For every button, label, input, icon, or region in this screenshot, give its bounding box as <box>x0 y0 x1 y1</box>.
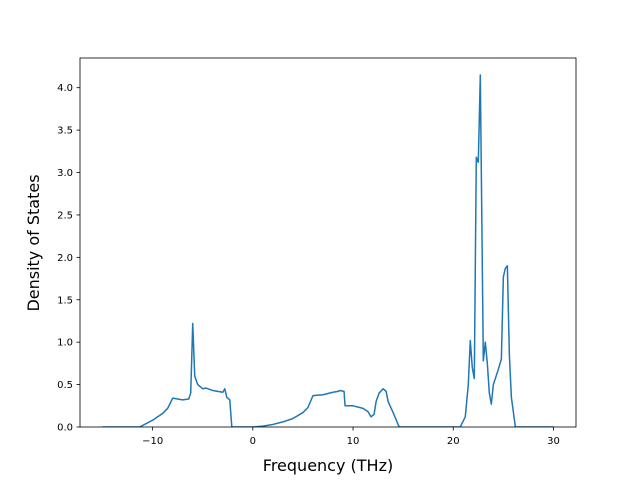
y-tick-label: 0.0 <box>57 423 73 434</box>
x-axis-label: Frequency (THz) <box>263 456 393 475</box>
y-tick-label: 1.5 <box>57 295 73 306</box>
x-tick-label: 10 <box>347 436 360 447</box>
line <box>102 74 554 427</box>
y-tick-label: 1.0 <box>57 338 73 349</box>
x-tick-label: 0 <box>250 436 256 447</box>
y-tick-label: 3.5 <box>57 126 73 137</box>
x-tick-label: 30 <box>547 436 560 447</box>
y-tick-label: 3.0 <box>57 168 73 179</box>
y-axis-label: Density of States <box>24 174 43 311</box>
y-tick-label: 4.0 <box>57 83 73 94</box>
x-tick-label: 20 <box>447 436 460 447</box>
x-tick-label: −10 <box>142 436 163 447</box>
y-tick-label: 2.0 <box>57 253 73 264</box>
y-tick-label: 0.5 <box>57 380 73 391</box>
y-tick-label: 2.5 <box>57 210 73 221</box>
plot-frame <box>79 57 577 428</box>
